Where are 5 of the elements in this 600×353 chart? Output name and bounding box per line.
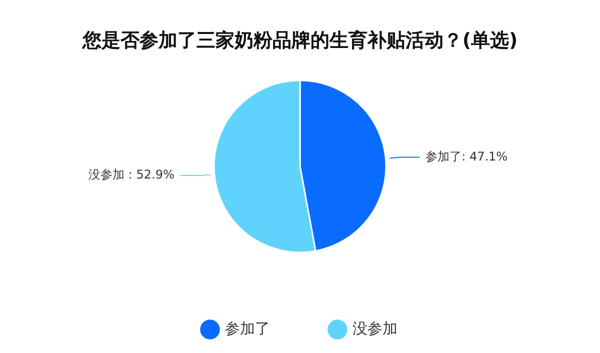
legend-label: 参加了 [225, 319, 270, 338]
chart-title: 您是否参加了三家奶粉品牌的生育补贴活动？(单选) [81, 29, 518, 52]
legend-label: 没参加 [352, 319, 398, 338]
data-label: 没参加 : 52.9% [88, 168, 174, 182]
data-label: 参加了: 47.1% [426, 149, 508, 164]
